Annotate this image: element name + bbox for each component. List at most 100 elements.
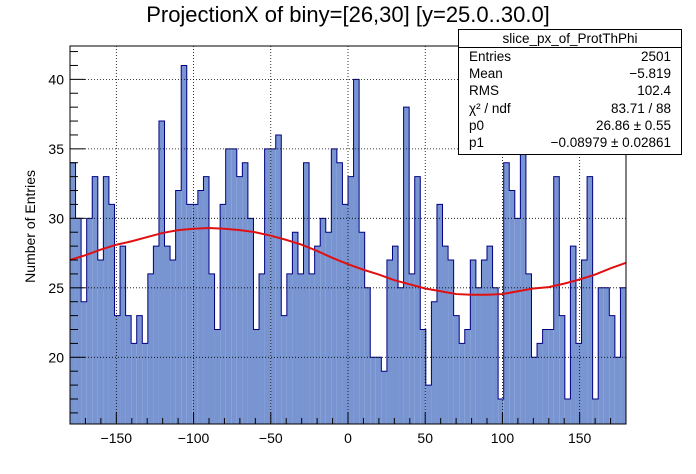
histogram-bar xyxy=(120,246,126,424)
histogram-bar xyxy=(336,162,343,424)
histogram-bar xyxy=(147,273,154,424)
histogram-bar xyxy=(86,218,93,424)
histogram-bar xyxy=(297,273,304,424)
histogram-bar xyxy=(398,287,404,424)
y-tick-label: 35 xyxy=(48,141,64,157)
histogram-bar xyxy=(448,260,454,424)
stats-value: 26.86 ± 0.55 xyxy=(596,117,671,133)
histogram-bar xyxy=(403,107,410,424)
histogram-bar xyxy=(386,260,393,424)
histogram-bar xyxy=(325,232,332,424)
stats-row-chi2: χ² / ndf 83.71 / 88 xyxy=(459,100,681,117)
y-tick-label: 25 xyxy=(48,280,64,296)
stats-label: RMS xyxy=(469,83,499,99)
stats-row-p1: p1 −0.08979 ± 0.02861 xyxy=(459,134,681,151)
histogram-bar xyxy=(158,121,165,424)
histogram-bar xyxy=(153,246,159,424)
histogram-bar xyxy=(164,246,171,424)
histogram-bar xyxy=(292,232,298,424)
histogram-bar xyxy=(125,315,132,424)
histogram-bar xyxy=(359,232,365,424)
x-tick-label: 150 xyxy=(568,430,592,446)
histogram-bar xyxy=(170,260,176,424)
histogram-bar xyxy=(436,204,443,424)
stats-value: −5.819 xyxy=(629,66,671,82)
stats-value: −0.08979 ± 0.02861 xyxy=(550,134,671,150)
histogram-bar xyxy=(348,176,354,424)
histogram-bar xyxy=(81,301,87,424)
histogram-bar xyxy=(253,329,260,424)
histogram-bar xyxy=(353,79,360,425)
histogram-bar xyxy=(531,357,538,424)
histogram-bar xyxy=(309,273,315,424)
histogram-bar xyxy=(275,134,282,425)
histogram-bar xyxy=(281,315,287,424)
histogram-bar xyxy=(242,162,248,424)
x-tick-label: 100 xyxy=(491,430,515,446)
histogram-bar xyxy=(542,329,549,424)
histogram-bar xyxy=(209,273,215,424)
histogram-bar xyxy=(175,190,182,424)
histogram-bar xyxy=(270,148,276,424)
histogram-bar xyxy=(108,204,115,424)
x-tick-label: −150 xyxy=(101,430,133,446)
histogram-bar xyxy=(286,273,293,424)
histogram-bar xyxy=(520,148,526,424)
histogram-bar xyxy=(598,287,604,424)
histogram-bar xyxy=(203,176,209,424)
histogram-bar xyxy=(364,287,371,424)
histogram-bar xyxy=(236,176,243,424)
histogram-bar xyxy=(186,204,193,424)
histogram-bar xyxy=(320,218,326,424)
histogram-bar xyxy=(603,287,610,424)
histogram-bar xyxy=(537,343,543,424)
histogram-bar xyxy=(414,176,421,424)
histogram-bar xyxy=(431,301,437,424)
histogram-bar xyxy=(131,343,137,424)
histogram-bar xyxy=(464,329,471,424)
stats-label: p1 xyxy=(469,134,485,150)
histogram-bar xyxy=(342,204,348,424)
histogram-bar xyxy=(609,315,615,424)
y-axis-label: Number of Entries xyxy=(22,170,38,283)
histogram-bar xyxy=(70,162,76,424)
histogram-bar xyxy=(220,204,226,424)
histogram-bar xyxy=(509,190,515,424)
histogram-bar xyxy=(559,315,565,424)
histogram-bar xyxy=(181,65,187,425)
stats-row-rms: RMS 102.4 xyxy=(459,82,681,99)
histogram-bar xyxy=(481,260,487,424)
histogram-bar xyxy=(425,385,432,424)
histogram-bar xyxy=(581,260,588,424)
histogram-bar xyxy=(197,190,204,424)
histogram-bar xyxy=(331,148,337,424)
histogram-bar xyxy=(231,148,237,424)
histogram-bar xyxy=(442,246,449,424)
histogram-bar xyxy=(136,315,143,424)
histogram-bar xyxy=(548,329,554,424)
x-tick-label: 50 xyxy=(417,430,433,446)
histogram-bar xyxy=(214,329,221,424)
histogram-bar xyxy=(564,398,571,424)
histogram-bar xyxy=(620,287,626,424)
histogram-bar xyxy=(525,273,532,424)
histogram-bar xyxy=(142,343,148,424)
histogram-bar xyxy=(225,148,232,424)
histogram-bar xyxy=(587,176,593,424)
histogram-bar xyxy=(247,218,254,424)
histogram-bar xyxy=(314,246,321,424)
stats-label: Entries xyxy=(469,49,512,64)
histogram-bar xyxy=(103,176,109,424)
stats-title: slice_px_of_ProtThPhi xyxy=(459,30,681,48)
stats-label: χ² / ndf xyxy=(469,100,511,116)
histogram-bar xyxy=(453,315,460,424)
histogram-bar xyxy=(614,357,621,424)
stats-row-mean: Mean −5.819 xyxy=(459,65,681,82)
stats-row-entries: Entries 2501 xyxy=(459,48,681,65)
histogram-bar xyxy=(514,218,521,424)
histogram-bar xyxy=(114,315,121,424)
histogram-bar xyxy=(475,287,482,424)
x-tick-label: 0 xyxy=(344,430,352,446)
histogram-bar xyxy=(75,218,82,424)
